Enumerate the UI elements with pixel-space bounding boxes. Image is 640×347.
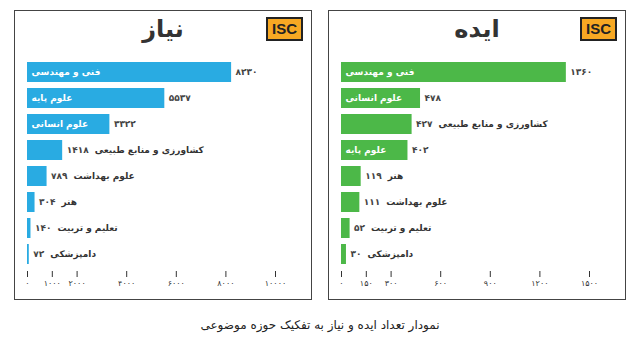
html-text:نیاز: نیاز xyxy=(142,15,184,43)
svg-text:علوم بهداشت: علوم بهداشت xyxy=(386,197,447,208)
svg-text:۰: ۰ xyxy=(339,279,343,288)
svg-text:۱۲۰۰: ۱۲۰۰ xyxy=(531,279,548,288)
svg-text:۳۰۰: ۳۰۰ xyxy=(385,279,398,288)
svg-text:۸۰۰۰: ۸۰۰۰ xyxy=(217,279,234,288)
svg-text:۵۲: ۵۲ xyxy=(354,223,365,233)
svg-text:فنی و مهندسی: فنی و مهندسی xyxy=(32,67,101,78)
svg-text:۰: ۰ xyxy=(25,279,29,288)
svg-text:۱۴۰: ۱۴۰ xyxy=(35,223,51,233)
svg-text:فنی و مهندسی: فنی و مهندسی xyxy=(346,67,415,78)
svg-text:۵۵۳۷: ۵۵۳۷ xyxy=(169,93,191,103)
svg-text:علوم پایه: علوم پایه xyxy=(346,145,387,156)
svg-text:۴۲۷: ۴۲۷ xyxy=(416,119,433,129)
svg-text:علوم انسانی: علوم انسانی xyxy=(32,119,89,130)
html-text:ISC: ISC xyxy=(272,20,297,37)
svg-text:تعلیم و تربیت: تعلیم و تربیت xyxy=(371,223,431,234)
svg-text:علوم پایه: علوم پایه xyxy=(32,93,73,104)
svg-text:دامپزشکی: دامپزشکی xyxy=(367,249,413,260)
svg-text:۳۳۲۲: ۳۳۲۲ xyxy=(114,119,136,129)
svg-text:۳۰: ۳۰ xyxy=(350,249,361,259)
svg-text:هنر: هنر xyxy=(61,197,78,208)
html-text:نمودار تعداد ایده و نیاز به تف: نمودار تعداد ایده و نیاز به تفکیک حوزه م… xyxy=(200,318,440,332)
svg-text:۲۰۰۰: ۲۰۰۰ xyxy=(69,279,86,288)
svg-text:۱۴۱۸: ۱۴۱۸ xyxy=(67,145,89,155)
svg-text:۷۲: ۷۲ xyxy=(33,249,44,259)
svg-text:۱۰۰۰۰: ۱۰۰۰۰ xyxy=(265,279,286,288)
svg-text:۱۱۹: ۱۱۹ xyxy=(365,171,382,181)
svg-text:۴۰۲: ۴۰۲ xyxy=(412,145,429,155)
svg-text:۱۵۰۰: ۱۵۰۰ xyxy=(581,279,598,288)
svg-text:دامپزشکی: دامپزشکی xyxy=(50,249,96,260)
svg-text:۱۵۰: ۱۵۰ xyxy=(360,279,373,288)
svg-text:کشاورزی و منابع طبیعی: کشاورزی و منابع طبیعی xyxy=(439,119,549,130)
html-text:ایده: ایده xyxy=(454,15,500,43)
svg-text:۴۷۸: ۴۷۸ xyxy=(425,93,442,103)
svg-text:۱۳۶۰: ۱۳۶۰ xyxy=(570,67,592,77)
svg-text:۷۸۹: ۷۸۹ xyxy=(51,171,68,181)
svg-text:۱۱۱: ۱۱۱ xyxy=(364,197,380,207)
svg-text:هنر: هنر xyxy=(387,171,404,182)
svg-text:۶۰۰۰: ۶۰۰۰ xyxy=(168,279,185,288)
svg-text:۳۰۴: ۳۰۴ xyxy=(39,197,56,207)
svg-text:۶۰۰: ۶۰۰ xyxy=(434,279,447,288)
html-text:ISC: ISC xyxy=(586,20,611,37)
svg-text:تعلیم و تربیت: تعلیم و تربیت xyxy=(57,223,117,234)
svg-text:علوم بهداشت: علوم بهداشت xyxy=(74,171,135,182)
svg-text:۴۰۰۰: ۴۰۰۰ xyxy=(118,279,135,288)
svg-text:کشاورزی و منابع طبیعی: کشاورزی و منابع طبیعی xyxy=(95,145,205,156)
svg-text:۱۰۰۰: ۱۰۰۰ xyxy=(44,279,61,288)
svg-text:۸۲۳۰: ۸۲۳۰ xyxy=(236,67,258,77)
svg-text:۹۰۰: ۹۰۰ xyxy=(484,279,497,288)
svg-text:علوم انسانی: علوم انسانی xyxy=(346,93,403,104)
